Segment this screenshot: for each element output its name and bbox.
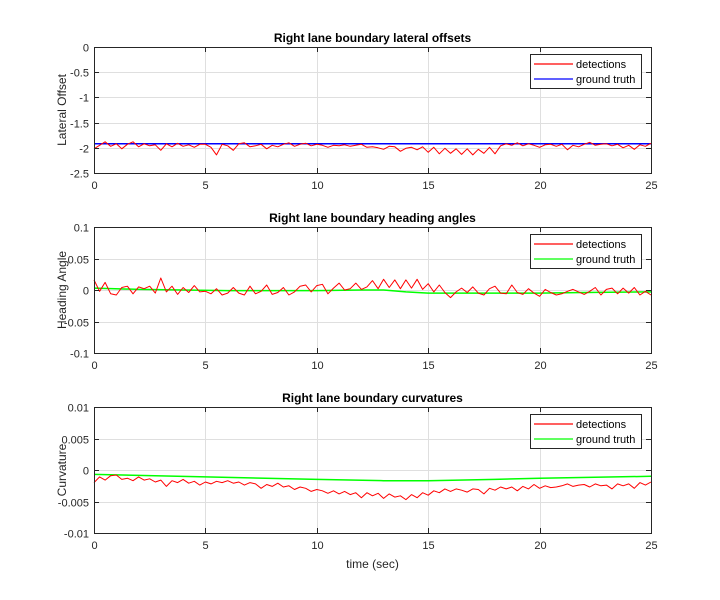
y-tick-label: 0.1 bbox=[74, 223, 89, 235]
legend-label-detections: detections bbox=[576, 239, 627, 251]
legend-label-detections: detections bbox=[576, 59, 627, 71]
x-tick-label: 5 bbox=[202, 360, 208, 372]
legend-box bbox=[530, 414, 642, 449]
y-tick-label: -1.5 bbox=[70, 119, 89, 131]
x-axis-label: time (sec) bbox=[346, 557, 399, 571]
y-tick-label: 0.05 bbox=[68, 255, 89, 267]
y-tick-label: 0 bbox=[83, 43, 89, 55]
legend-label-detections: detections bbox=[576, 419, 627, 431]
y-tick-label: -1 bbox=[79, 93, 89, 105]
x-tick-label: 10 bbox=[311, 540, 323, 552]
legend-box bbox=[530, 54, 642, 89]
legend: detections ground truth bbox=[530, 234, 642, 269]
ticks: 0 5 10 15 20 25 0.01 0.005 0 -0.005 -0.01 bbox=[58, 403, 658, 553]
y-tick-label: -0.05 bbox=[64, 318, 89, 330]
y-tick-label: -2.5 bbox=[70, 169, 89, 181]
y-tick-label: -0.01 bbox=[64, 529, 89, 541]
x-tick-label: 10 bbox=[311, 180, 323, 192]
x-tick-label: 25 bbox=[645, 540, 657, 552]
series-line-detections bbox=[93, 141, 652, 156]
series-line-detections bbox=[93, 277, 652, 299]
x-tick-label: 0 bbox=[91, 180, 97, 192]
x-tick-label: 20 bbox=[534, 540, 546, 552]
ticks: 0 5 10 15 20 25 0.1 0.05 0 -0.05 -0.1 bbox=[64, 223, 658, 373]
ticks: 0 5 10 15 20 25 0 -0.5 -1 -1.5 -2 -2.5 bbox=[70, 43, 658, 193]
subplot-heading-angles: 0 5 10 15 20 25 0.1 0.05 0 -0.05 -0.1 Right lane b… bbox=[55, 211, 658, 372]
x-tick-label: 15 bbox=[422, 180, 434, 192]
x-tick-label: 0 bbox=[91, 540, 97, 552]
data-lines bbox=[93, 473, 652, 501]
series-line-detections bbox=[93, 474, 652, 501]
y-tick-label: 0.01 bbox=[68, 403, 89, 415]
axes-box bbox=[94, 47, 652, 174]
x-tick-label: 25 bbox=[645, 180, 657, 192]
x-tick-label: 5 bbox=[202, 540, 208, 552]
x-tick-label: 20 bbox=[534, 180, 546, 192]
legend-label-ground-truth: ground truth bbox=[576, 74, 635, 86]
legend-label-ground-truth: ground truth bbox=[576, 254, 635, 266]
y-tick-label: 0.005 bbox=[61, 435, 89, 447]
subplot-lateral-offsets: 0 5 10 15 20 25 0 -0.5 -1 -1.5 -2 -2.5 Right lane b… bbox=[55, 31, 658, 192]
x-tick-label: 15 bbox=[422, 360, 434, 372]
y-tick-label: 0 bbox=[83, 466, 89, 478]
subplot-title: Right lane boundary curvatures bbox=[282, 391, 463, 405]
series-line-ground-truth bbox=[93, 473, 652, 482]
y-axis-label: Lateral Offset bbox=[55, 73, 69, 145]
x-tick-label: 10 bbox=[311, 360, 323, 372]
x-tick-label: 0 bbox=[91, 360, 97, 372]
subplot-curvatures: 0 5 10 15 20 25 0.01 0.005 0 -0.005 -0.01 Right la… bbox=[55, 391, 658, 571]
x-tick-label: 15 bbox=[422, 540, 434, 552]
legend: detections ground truth bbox=[530, 54, 642, 89]
y-tick-label: -0.5 bbox=[70, 68, 89, 80]
legend-label-ground-truth: ground truth bbox=[576, 434, 635, 446]
y-tick-label: -2 bbox=[79, 144, 89, 156]
y-axis-label: Heading Angle bbox=[55, 251, 69, 329]
x-tick-label: 20 bbox=[534, 360, 546, 372]
y-tick-label: -0.1 bbox=[70, 349, 89, 361]
subplot-title: Right lane boundary lateral offsets bbox=[274, 31, 472, 45]
y-tick-label: -0.005 bbox=[58, 498, 89, 510]
legend-box bbox=[530, 234, 642, 269]
x-tick-label: 5 bbox=[202, 180, 208, 192]
data-lines bbox=[93, 277, 652, 299]
subplot-title: Right lane boundary heading angles bbox=[269, 211, 476, 225]
y-tick-label: 0 bbox=[83, 286, 89, 298]
y-axis-label: Curvature bbox=[55, 443, 69, 496]
data-lines bbox=[93, 141, 652, 156]
x-tick-label: 25 bbox=[645, 360, 657, 372]
legend: detections ground truth bbox=[530, 414, 642, 449]
